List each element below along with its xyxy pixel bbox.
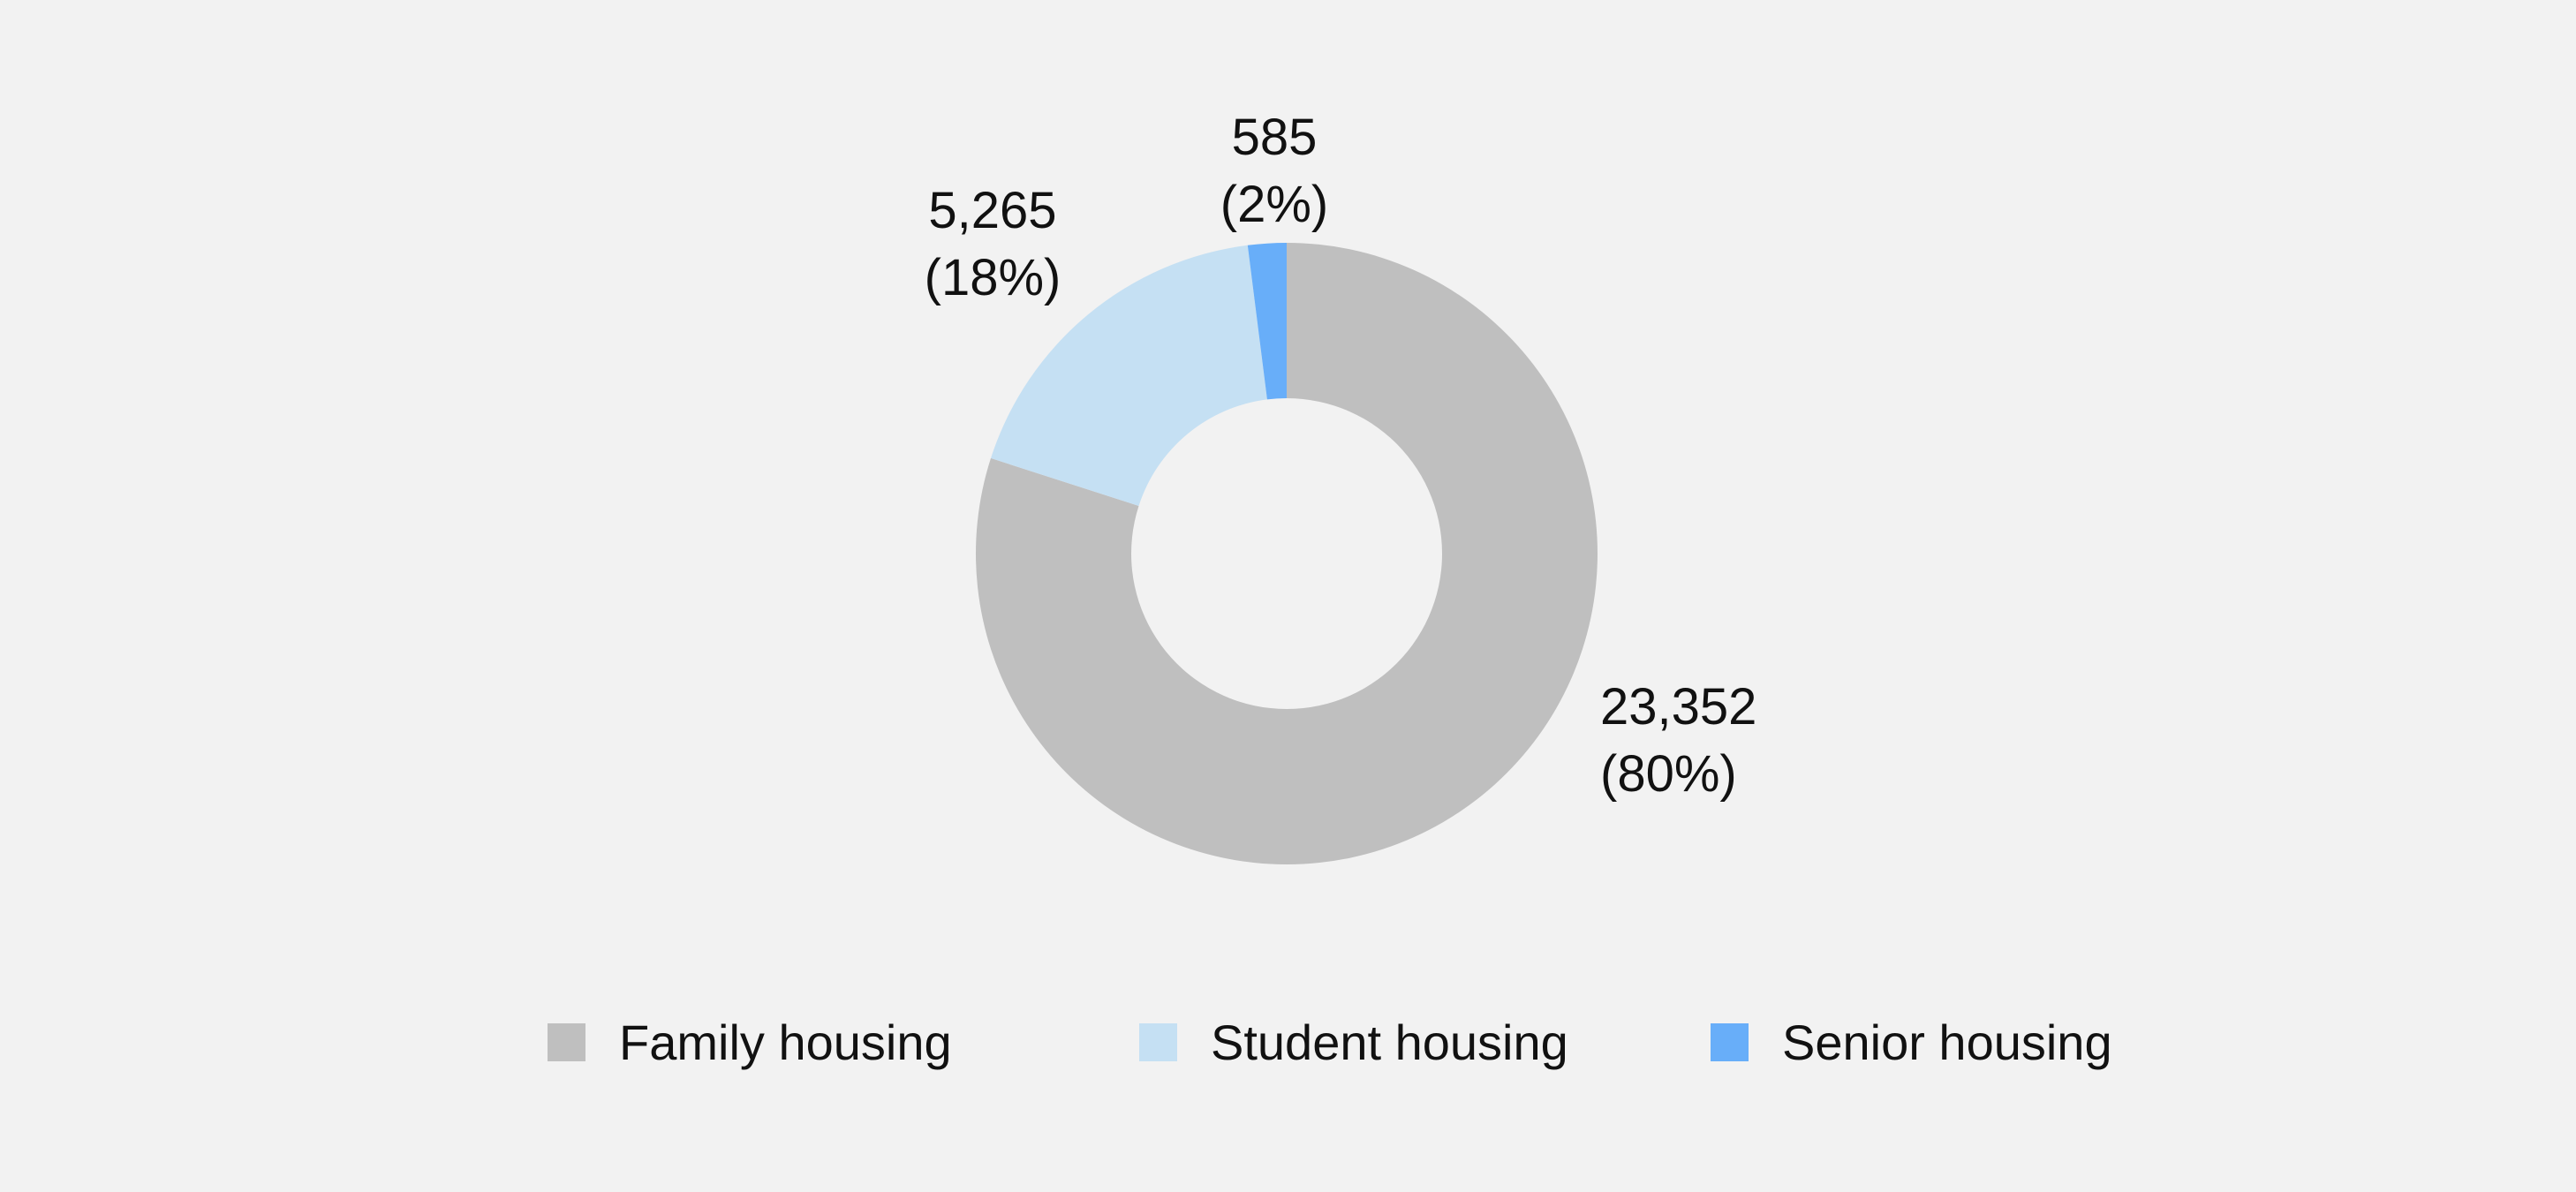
legend-label-student-housing: Student housing — [1211, 1014, 1568, 1070]
data-label-family-housing: 23,352 (80%) — [1600, 678, 1756, 803]
slice-senior-housing — [1247, 243, 1287, 400]
data-label-percent-senior-housing: (2%) — [1220, 176, 1328, 233]
slice-student-housing — [991, 245, 1267, 506]
legend-item-student-housing: Student housing — [1139, 1014, 1568, 1070]
legend-label-senior-housing: Senior housing — [1782, 1014, 2112, 1070]
data-label-percent-student-housing: (18%) — [925, 249, 1061, 306]
data-labels: 23,352 (80%) 5,265 (18%) 585 (2%) — [925, 109, 1757, 803]
legend-label-family-housing: Family housing — [619, 1014, 952, 1070]
data-label-value-student-housing: 5,265 — [928, 182, 1056, 239]
legend-item-senior-housing: Senior housing — [1711, 1014, 2112, 1070]
data-label-senior-housing: 585 (2%) — [1220, 109, 1328, 233]
legend: Family housing Student housing Senior ho… — [0, 1014, 2576, 1070]
legend-swatch-student-housing — [1139, 1022, 1177, 1061]
legend-swatch-senior-housing — [1711, 1022, 1749, 1061]
legend-item-family-housing: Family housing — [548, 1014, 952, 1070]
donut-slices — [976, 243, 1598, 864]
slice-family-housing — [976, 243, 1598, 864]
legend-swatch-family-housing — [548, 1022, 585, 1061]
data-label-value-family-housing: 23,352 — [1600, 678, 1756, 736]
data-label-percent-family-housing: (80%) — [1600, 745, 1737, 803]
data-label-value-senior-housing: 585 — [1232, 109, 1318, 166]
data-label-student-housing: 5,265 (18%) — [925, 182, 1061, 306]
